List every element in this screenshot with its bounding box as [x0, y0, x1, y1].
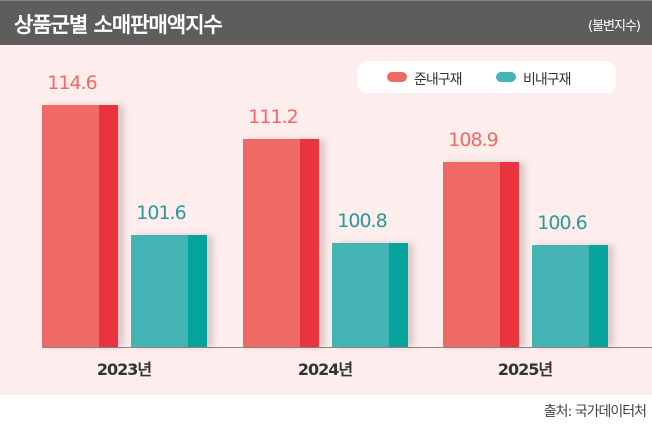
x-tick-label: 2023년 — [96, 360, 152, 379]
bar-semi-durable-2 — [443, 162, 519, 347]
unit-label: (불변지수) — [588, 19, 641, 34]
bar-semi-durable-0 — [42, 105, 118, 347]
bar-semi-durable-1 — [243, 139, 319, 347]
x-tick-label: 2024년 — [297, 360, 353, 379]
legend-swatch-non-durable — [496, 72, 516, 82]
legend-swatch-semi-durable — [387, 72, 407, 82]
data-label: 100.6 — [537, 212, 587, 234]
legend-label-non-durable: 비내구재 — [523, 72, 572, 88]
chart-title: 상품군별 소매판매액지수 — [14, 13, 223, 37]
bar-non-durable-0 — [131, 235, 207, 347]
data-label: 100.8 — [337, 210, 387, 232]
bar-non-durable-2 — [532, 245, 608, 347]
bar-non-durable-1 — [332, 243, 408, 347]
x-tick-label: 2025년 — [497, 360, 553, 379]
data-label: 108.9 — [448, 129, 498, 151]
data-label: 111.2 — [248, 106, 298, 128]
x-axis-line — [42, 347, 652, 348]
source-note: 출처: 국가데이터처 — [543, 404, 647, 420]
header: 상품군별 소매판매액지수 (불변지수) — [0, 0, 652, 45]
data-label: 114.6 — [47, 72, 97, 94]
legend-label-semi-durable: 준내구재 — [414, 72, 463, 88]
data-label: 101.6 — [136, 202, 186, 224]
legend: 준내구재 비내구재 — [357, 61, 616, 93]
